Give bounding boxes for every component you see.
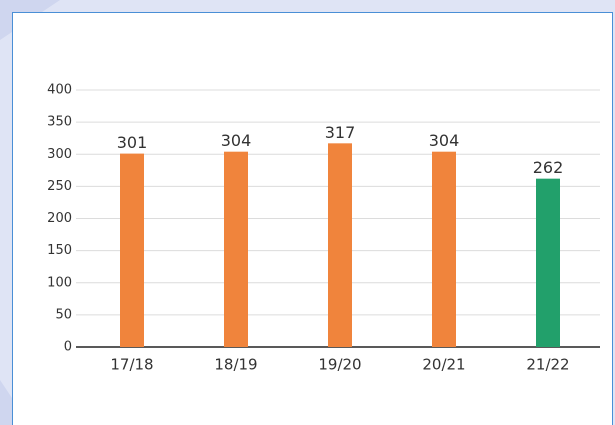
bar (224, 151, 248, 347)
y-tick-label: 250 (47, 179, 72, 194)
y-tick-label: 400 (47, 83, 72, 98)
y-tick-label: 150 (47, 243, 72, 258)
x-tick-label: 21/22 (526, 356, 569, 374)
bar (536, 178, 560, 347)
y-tick-label: 200 (47, 211, 72, 226)
x-tick-label: 20/21 (422, 356, 465, 374)
x-tick-label: 17/18 (110, 356, 153, 374)
y-tick-label: 0 (64, 340, 72, 355)
x-tick-label: 19/20 (318, 356, 361, 374)
y-tick-label: 100 (47, 275, 72, 290)
data-label: 304 (221, 131, 252, 150)
data-label: 301 (117, 133, 148, 152)
bar (328, 143, 352, 347)
data-label: 304 (429, 131, 460, 150)
data-label: 262 (533, 158, 564, 177)
y-tick-label: 50 (55, 307, 72, 322)
y-tick-label: 350 (47, 115, 72, 130)
y-tick-label: 300 (47, 147, 72, 162)
bar (432, 151, 456, 347)
x-tick-label: 18/19 (214, 356, 257, 374)
bar (120, 153, 144, 347)
data-label: 317 (325, 123, 356, 142)
